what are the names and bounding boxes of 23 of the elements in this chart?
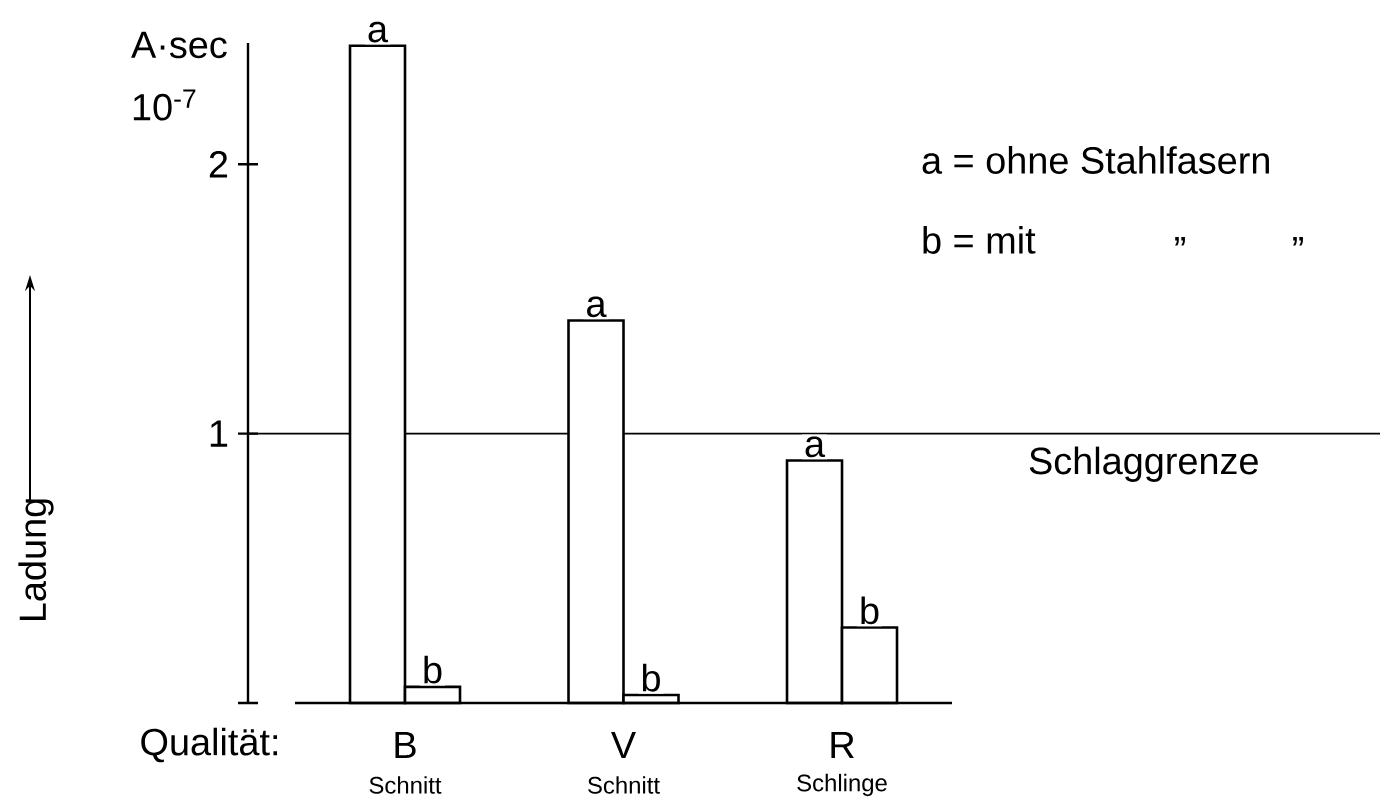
x-axis-title: Qualität: — [141, 727, 278, 763]
text: 10$^{-7}$ — [133, 89, 196, 121]
x-tick-label: B — [395, 731, 416, 759]
x-tick-label: R — [831, 731, 854, 759]
text: ” — [1293, 236, 1303, 246]
series-label: b — [642, 663, 660, 692]
text: a — [368, 21, 389, 43]
ref-line-label: Schlaggrenze — [1029, 446, 1258, 482]
series-label: a — [587, 296, 607, 318]
text: A·sec — [131, 31, 227, 59]
text: ” — [1175, 236, 1185, 246]
y-tick-label: 1 — [210, 420, 228, 447]
text: b — [424, 655, 442, 684]
annotation: a = ohne Stahlfasern — [922, 146, 1269, 174]
text: b — [861, 596, 879, 625]
text: Schnitt — [588, 776, 660, 794]
text: Schnitt — [369, 776, 442, 794]
x-tick-label: V — [611, 731, 636, 759]
annotation: b = mit — [923, 226, 1036, 254]
text: a — [805, 436, 826, 458]
y-axis-title: Ladung — [18, 499, 54, 621]
text: Schlinge — [797, 773, 887, 797]
y-tick-label: 2 — [209, 151, 228, 178]
